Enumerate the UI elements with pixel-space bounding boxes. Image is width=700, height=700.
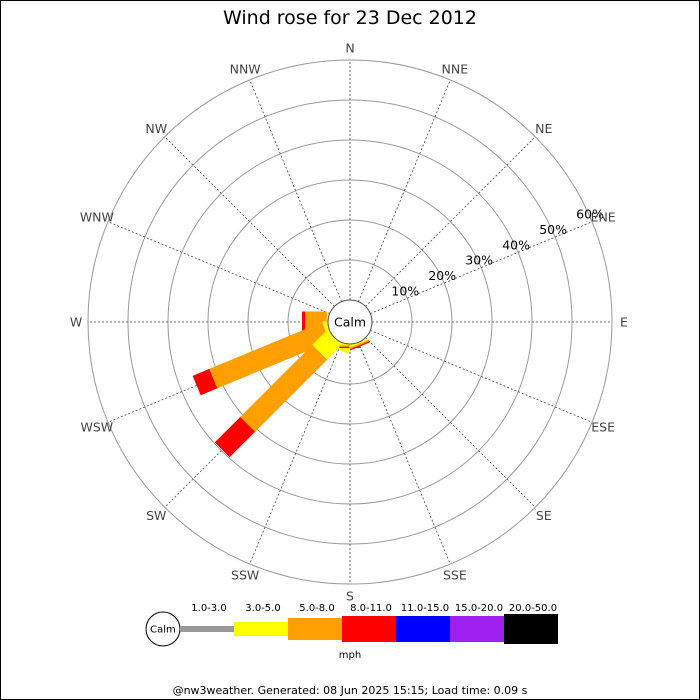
legend-label-11.0-15.0: 11.0-15.0 <box>401 603 449 614</box>
spoke-nnw <box>249 79 342 302</box>
footer-text: @nw3weather. Generated: 08 Jun 2025 15:1… <box>173 684 528 697</box>
dir-label-ne: NE <box>535 121 552 136</box>
legend-label-8.0-11.0: 8.0-11.0 <box>350 603 392 614</box>
dir-label-nnw: NNW <box>230 61 261 76</box>
polar-grid <box>87 59 613 585</box>
dir-label-se: SE <box>536 508 552 523</box>
spoke-nw <box>164 136 335 307</box>
ring-label-3: 30% <box>465 253 493 268</box>
legend-label-3.0-5.0: 3.0-5.0 <box>245 603 280 614</box>
calm-label: Calm <box>334 315 366 330</box>
chart-title: Wind rose for 23 Dec 2012 <box>223 7 477 29</box>
legend-label-20.0-50.0: 20.0-50.0 <box>509 603 557 614</box>
dir-label-s: S <box>346 589 354 604</box>
grid-ring-6 <box>87 59 613 585</box>
dir-label-sse: SSE <box>443 568 467 583</box>
legend-swatch-3.0-5.0 <box>234 622 288 636</box>
legend-swatch-11.0-15.0 <box>396 616 450 642</box>
bar-sw-3.0-5.0 <box>312 330 342 360</box>
legend-label-15.0-20.0: 15.0-20.0 <box>455 603 503 614</box>
bar-sw-8.0-11.0 <box>214 416 256 458</box>
legend-label-5.0-8.0: 5.0-8.0 <box>299 603 334 614</box>
bar-sse-3.0-5.0 <box>348 338 369 348</box>
ring-label-5: 50% <box>539 222 567 237</box>
dir-label-ssw: SSW <box>231 568 259 583</box>
direction-labels: N NNE NE ENE E ESE SE SSE S SSW SW WSW W WNW NW NNW <box>70 41 628 604</box>
calm-circle: Calm <box>327 299 373 345</box>
legend-label-1.0-3.0: 1.0-3.0 <box>191 603 226 614</box>
spoke-ene <box>370 221 593 314</box>
bar-wsw-8.0-11.0 <box>192 368 218 396</box>
dir-label-e: E <box>620 315 628 330</box>
calm-circle-shape <box>327 299 373 345</box>
legend-calm-label: Calm <box>150 625 176 636</box>
bar-sw-5.0-8.0 <box>240 344 328 432</box>
ring-label-4: 40% <box>502 237 530 252</box>
dir-label-wnw: WNW <box>80 210 114 225</box>
legend-swatch-20.0-50.0 <box>504 614 558 644</box>
legend-swatch-5.0-8.0 <box>288 618 342 640</box>
dir-label-sw: SW <box>146 508 166 523</box>
bar-sse-8.0-11.0 <box>349 341 370 351</box>
dir-label-ese: ESE <box>591 419 615 434</box>
spoke-nne <box>358 79 451 302</box>
spoke-se <box>365 337 536 508</box>
wind-bars <box>192 311 370 458</box>
bar-sse-5.0-8.0 <box>349 339 370 350</box>
unit-label: mph <box>339 650 361 661</box>
legend-swatch-1.0-3.0 <box>180 626 234 632</box>
dir-label-wsw: WSW <box>81 419 114 434</box>
bar-w-8.0-11.0 <box>302 311 306 333</box>
bar-wsw-5.0-8.0 <box>209 322 330 389</box>
dir-label-nne: NNE <box>442 61 469 76</box>
spoke-sse <box>358 342 451 565</box>
spoke-ese <box>370 330 593 423</box>
dir-label-n: N <box>345 41 354 56</box>
spoke-ssw <box>249 342 342 565</box>
ring-label-6: 60% <box>576 207 604 222</box>
dir-label-ene: ENE <box>591 210 616 225</box>
ring-label-2: 20% <box>428 268 456 283</box>
spoke-wnw <box>107 221 330 314</box>
legend-swatch-8.0-11.0 <box>342 616 396 642</box>
legend-swatch-15.0-20.0 <box>450 616 504 642</box>
spoke-ne <box>365 136 536 307</box>
ring-labels: 10% 20% 30% 40% 50% 60% <box>391 207 604 299</box>
dir-label-w: W <box>70 315 82 330</box>
dir-label-nw: NW <box>145 121 167 136</box>
legend: Calm 1.0-3.0 3.0-5.0 5.0-8.0 8.0-11.0 11.0-15… <box>145 603 558 647</box>
ring-label-1: 10% <box>391 283 419 298</box>
